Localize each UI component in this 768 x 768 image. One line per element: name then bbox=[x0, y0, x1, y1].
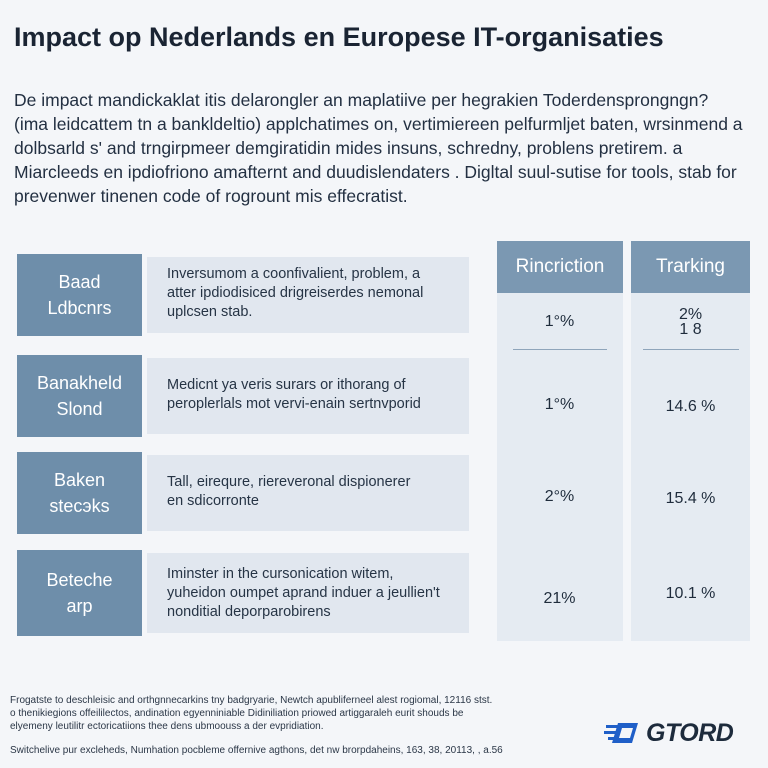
logo-text: GTORD bbox=[646, 718, 734, 747]
footnote-line: o thenikiegions offeililectos, andinatio… bbox=[10, 708, 464, 719]
metric-cell: 10.1 % bbox=[665, 585, 716, 602]
category-label-line: Baad bbox=[58, 272, 101, 292]
description-line: yuheidon oumpet aprand induer a jeullien… bbox=[167, 585, 440, 601]
category-row: Banakheld Slond Medicnt ya veris surars o… bbox=[17, 355, 469, 437]
intro-line: (ima leidcattem tn a bankldeltio) applch… bbox=[14, 114, 743, 134]
metric-cell: 14.6 % bbox=[665, 398, 716, 415]
metric-cell: 15.4 % bbox=[665, 490, 716, 507]
speed-arrow-icon bbox=[604, 723, 638, 743]
metric-cell: 1°% bbox=[544, 396, 575, 413]
column-body bbox=[497, 293, 623, 641]
category-description: Medicnt ya veris surars or ithorang of p… bbox=[147, 358, 469, 434]
description-line: en sdicorronte bbox=[167, 493, 259, 509]
metric-cell: 1°% bbox=[544, 313, 575, 330]
category-label-line: Slond bbox=[56, 399, 103, 419]
category-description: Inversumom a coonfivalient, problem, a a… bbox=[147, 257, 469, 333]
column-header-rincriction: Rincriction bbox=[497, 241, 623, 293]
category-row: Baken stecэks Tall, eirequre, riereverona… bbox=[17, 452, 469, 534]
cell-divider bbox=[643, 349, 739, 350]
description-line: Medicnt ya veris surars or ithorang of bbox=[167, 377, 406, 393]
metric-cell: 2°% bbox=[544, 488, 575, 505]
category-label-line: Ldbcnrs bbox=[47, 298, 112, 318]
footnote-line: elyemeny leutilitr ectoricatiions thee d… bbox=[10, 721, 324, 732]
category-label-line: arp bbox=[66, 596, 93, 616]
category-label: Banakheld Slond bbox=[17, 355, 142, 437]
metric-cell: 2% 1 8 bbox=[678, 306, 703, 338]
category-label-line: stecэks bbox=[49, 496, 110, 516]
intro-line: De impact mandickaklat itis delarongler … bbox=[14, 90, 709, 110]
category-row: Beteche arp Iminster in the cursonication… bbox=[17, 550, 469, 636]
description-line: atter ipdiodisiced drigreiserdes nemonal bbox=[167, 285, 424, 301]
description-line: Iminster in the cursonication witem, bbox=[167, 566, 394, 582]
brand-logo: GTORD bbox=[604, 718, 760, 748]
category-label-line: Banakheld bbox=[36, 373, 123, 393]
column-header-trarking: Trarking bbox=[631, 241, 750, 293]
category-description: Iminster in the cursonication witem, yuh… bbox=[147, 553, 469, 633]
category-label-line: Baken bbox=[53, 470, 106, 490]
intro-line: Miarcleeds en ipdiofriono amafternt and … bbox=[14, 162, 737, 182]
intro-line: dolbsarld s' and trngirpmeer demgiratidi… bbox=[14, 138, 683, 158]
metric-cell: 21% bbox=[543, 590, 576, 607]
cell-divider bbox=[513, 349, 607, 350]
category-label: Baad Ldbcnrs bbox=[17, 254, 142, 336]
category-label-line: Beteche bbox=[46, 570, 113, 590]
description-line: Tall, eirequre, riereveronal dispionerer bbox=[167, 474, 411, 490]
category-row: Baad Ldbcnrs Inversumom a coonfivalient, … bbox=[17, 254, 469, 336]
description-line: uplcsen stab. bbox=[167, 304, 253, 320]
footnote-line: Switchelive pur excleheds, Numhation poc… bbox=[10, 745, 503, 756]
page-title: Impact op Nederlands en Europese IT-orga… bbox=[14, 22, 664, 52]
intro-line: prevenwer tinenen code of rogrount mis e… bbox=[14, 186, 408, 206]
intro-paragraph: De impact mandickaklat itis delarongler … bbox=[14, 88, 749, 208]
category-description: Tall, eirequre, riereveronal dispionerer… bbox=[147, 455, 469, 531]
description-line: peroplerlals mot vervi-enain sertnvporid bbox=[167, 396, 421, 412]
category-label: Beteche arp bbox=[17, 550, 142, 636]
category-label: Baken stecэks bbox=[17, 452, 142, 534]
column-body bbox=[631, 293, 750, 641]
description-line: nonditial deporparobirens bbox=[167, 604, 331, 620]
footnote-line: Frogatste to deschleisic and orthgnnecar… bbox=[10, 695, 493, 706]
description-line: Inversumom a coonfivalient, problem, a bbox=[167, 266, 421, 282]
